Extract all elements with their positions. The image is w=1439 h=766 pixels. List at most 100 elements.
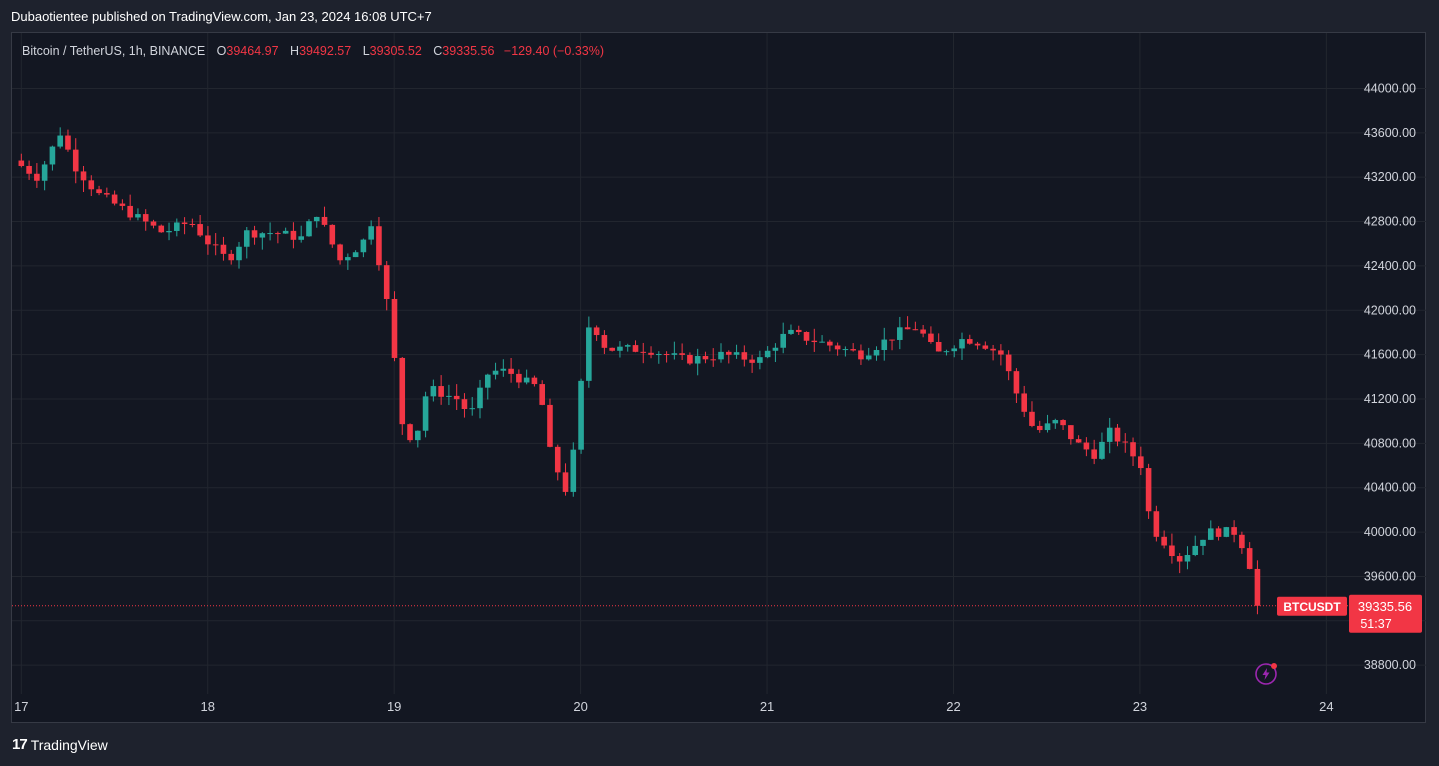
grid-lines: [12, 33, 1426, 694]
candle-body: [181, 222, 188, 224]
candle: [516, 369, 522, 389]
candle: [531, 375, 538, 387]
candle: [438, 375, 444, 405]
candle: [181, 217, 188, 235]
candle-body: [484, 374, 491, 388]
candle-body: [34, 173, 40, 181]
candle: [547, 398, 553, 448]
candle-body: [757, 357, 763, 363]
candle: [65, 129, 71, 152]
candle-body: [593, 327, 600, 336]
candle: [41, 160, 48, 191]
candle-body: [788, 329, 794, 334]
candle: [469, 397, 476, 416]
candle: [391, 291, 398, 362]
candle: [1192, 535, 1199, 557]
candle: [974, 341, 981, 350]
y-tick-label: 42000.00: [1364, 303, 1416, 317]
candle-body: [764, 350, 771, 358]
candle: [1130, 437, 1136, 467]
candle: [477, 379, 483, 419]
candle-body: [795, 329, 802, 332]
candle: [484, 373, 491, 400]
candle: [345, 253, 351, 270]
candle: [1005, 350, 1012, 381]
y-tick-label: 39600.00: [1364, 569, 1416, 583]
candle-body: [842, 349, 849, 351]
candle: [609, 347, 615, 352]
candle: [951, 345, 958, 358]
candle-body: [205, 235, 211, 245]
candle: [959, 332, 965, 360]
candle: [492, 362, 499, 380]
candle: [368, 220, 374, 245]
candle-body: [298, 236, 304, 240]
candle: [127, 194, 133, 221]
candle: [142, 209, 149, 231]
candle: [562, 463, 569, 496]
candle-body: [197, 224, 203, 236]
candle: [718, 343, 724, 363]
candle-body: [1153, 511, 1160, 537]
candle: [197, 214, 203, 238]
candle: [904, 316, 911, 330]
candle-body: [554, 446, 561, 473]
chart-frame[interactable]: [11, 32, 1426, 723]
candle-body: [516, 373, 522, 383]
candle-body: [1239, 534, 1245, 549]
candle-body: [710, 359, 717, 361]
candle-body: [656, 354, 662, 356]
candle-body: [718, 351, 724, 360]
candle-body: [80, 171, 87, 181]
y-tick-label: 43600.00: [1364, 126, 1416, 140]
y-tick-label: 41200.00: [1364, 392, 1416, 406]
candle: [897, 316, 903, 350]
tradingview-footer[interactable]: 17 TradingView: [12, 736, 108, 753]
low-label: L: [362, 44, 370, 58]
candle-body: [127, 205, 133, 218]
candle-body: [702, 356, 709, 360]
candle: [446, 384, 452, 406]
candle-body: [904, 327, 911, 330]
candle: [174, 218, 180, 237]
candle-body: [578, 380, 584, 450]
candle: [757, 350, 763, 370]
symbol-title[interactable]: Bitcoin / TetherUS, 1h, BINANCE: [22, 44, 206, 58]
candle-body: [158, 225, 165, 233]
candle: [920, 324, 926, 338]
candle: [212, 233, 219, 256]
candle: [640, 342, 647, 364]
candle: [1083, 437, 1090, 457]
lightning-icon[interactable]: [1254, 662, 1278, 686]
y-tick-label: 44000.00: [1364, 81, 1416, 95]
candle: [1254, 560, 1261, 615]
candle-body: [345, 257, 351, 261]
candle: [337, 243, 343, 265]
candle: [858, 344, 864, 365]
candle: [710, 348, 717, 367]
candle-body: [259, 233, 266, 238]
candle-body: [547, 404, 553, 447]
low-value: 39305.52: [369, 44, 422, 58]
candle-body: [399, 357, 406, 425]
candle: [578, 378, 584, 454]
x-tick-label: 18: [201, 699, 215, 714]
candle: [617, 341, 623, 358]
candle: [912, 321, 919, 331]
candle-body: [407, 424, 413, 441]
candle-body: [65, 135, 71, 150]
last-price-tag: BTCUSDT 39335.56 51:37: [1277, 594, 1422, 633]
candle: [990, 344, 996, 361]
candle: [1060, 419, 1066, 430]
candle-body: [329, 224, 336, 245]
candle-body: [166, 230, 172, 233]
high-label: H: [290, 44, 300, 58]
candle-body: [142, 214, 149, 222]
candle: [251, 225, 258, 245]
candle: [834, 342, 841, 356]
candle-body: [267, 233, 273, 235]
y-tick-label: 43200.00: [1364, 170, 1416, 184]
candle: [1239, 531, 1245, 554]
open-label: O: [216, 44, 227, 58]
